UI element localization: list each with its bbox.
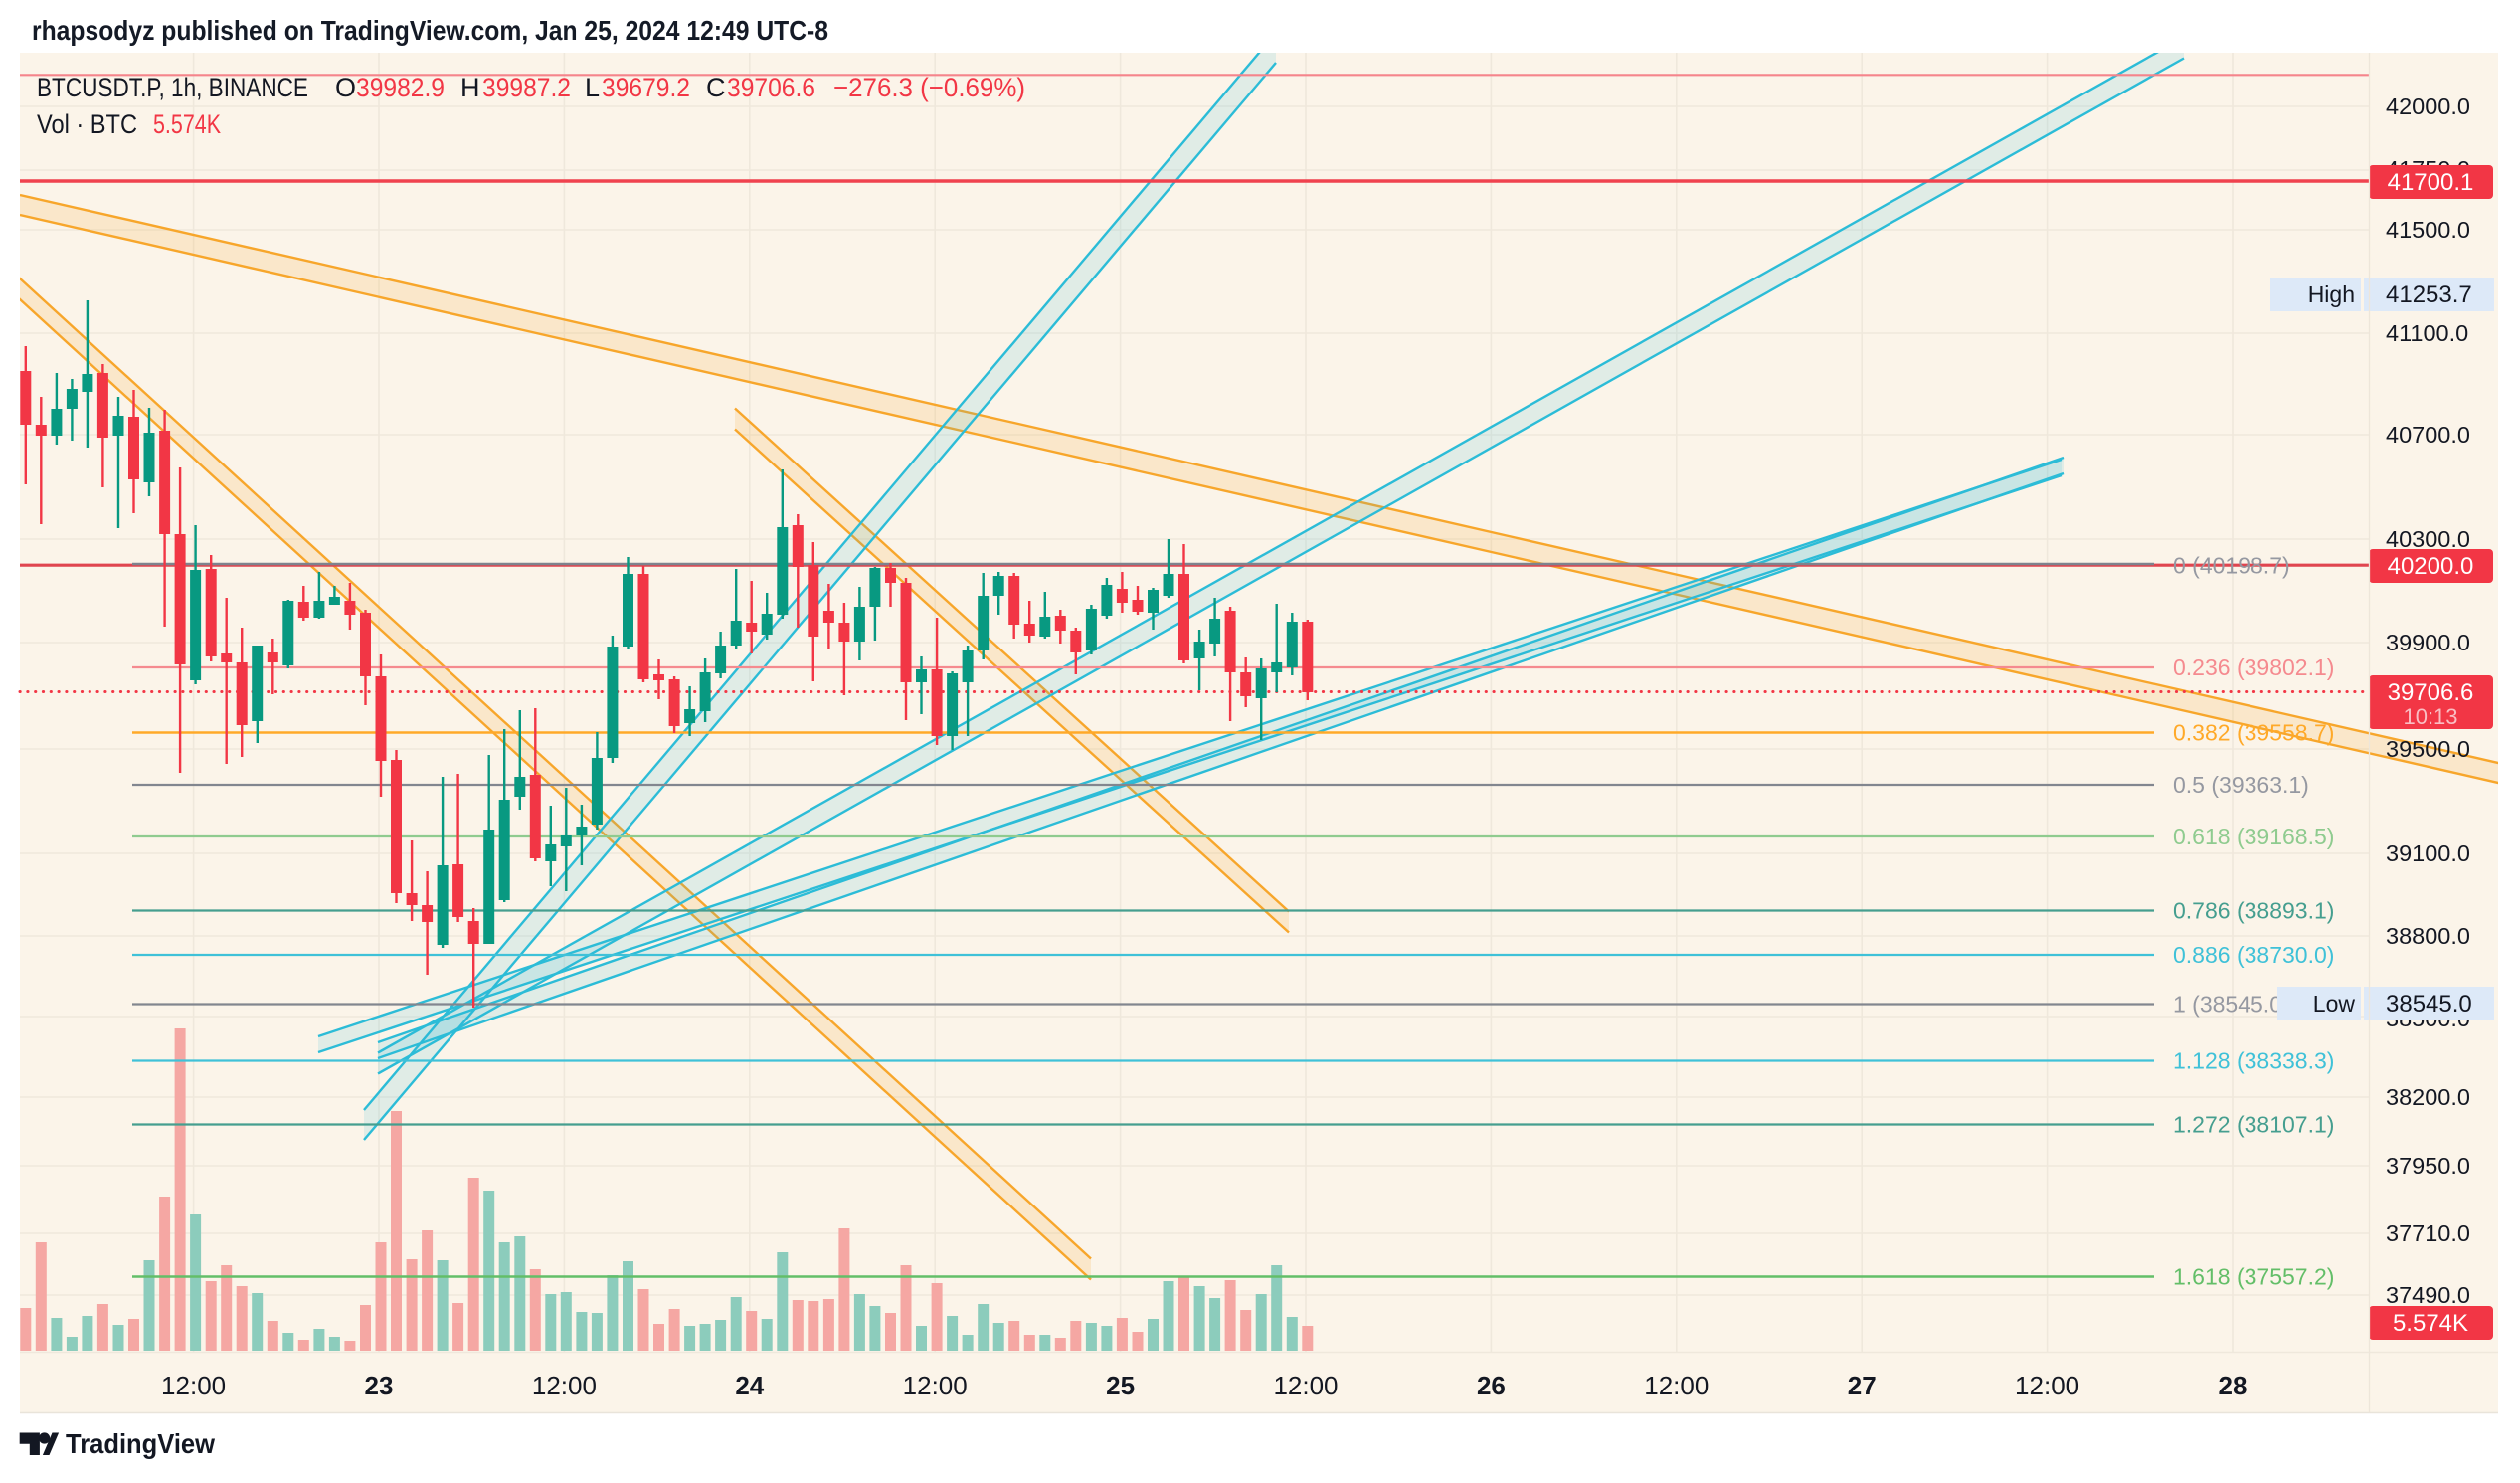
- svg-text:28: 28: [2219, 1371, 2248, 1400]
- svg-text:38545.0: 38545.0: [2386, 991, 2472, 1018]
- svg-text:O: O: [335, 73, 356, 102]
- svg-text:25: 25: [1106, 1371, 1135, 1400]
- svg-text:41700.1: 41700.1: [2388, 169, 2474, 196]
- svg-text:37950.0: 37950.0: [2386, 1153, 2470, 1179]
- svg-text:10:13: 10:13: [2403, 704, 2457, 729]
- svg-text:24: 24: [735, 1371, 764, 1400]
- svg-text:Low: Low: [2313, 991, 2356, 1017]
- svg-text:27: 27: [1848, 1371, 1877, 1400]
- svg-text:rhapsodyz published on Trading: rhapsodyz published on TradingView.com, …: [32, 15, 828, 46]
- svg-text:1.618 (37557.2): 1.618 (37557.2): [2173, 1264, 2334, 1290]
- svg-text:40300.0: 40300.0: [2386, 526, 2470, 552]
- svg-text:42000.0: 42000.0: [2386, 93, 2470, 119]
- svg-text:39706.6: 39706.6: [2388, 679, 2474, 706]
- svg-text:37490.0: 37490.0: [2386, 1282, 2470, 1308]
- svg-text:39982.9: 39982.9: [356, 73, 445, 102]
- svg-text:38800.0: 38800.0: [2386, 923, 2470, 949]
- svg-text:37710.0: 37710.0: [2386, 1220, 2470, 1246]
- svg-text:12:00: 12:00: [1273, 1371, 1338, 1400]
- svg-text:0.236 (39802.1): 0.236 (39802.1): [2173, 654, 2334, 680]
- svg-text:1.272 (38107.1): 1.272 (38107.1): [2173, 1112, 2334, 1138]
- svg-text:23: 23: [365, 1371, 394, 1400]
- svg-text:40200.0: 40200.0: [2388, 553, 2474, 580]
- svg-text:41253.7: 41253.7: [2386, 281, 2472, 308]
- svg-text:39679.2: 39679.2: [602, 73, 690, 102]
- svg-text:39500.0: 39500.0: [2386, 736, 2470, 762]
- svg-text:39900.0: 39900.0: [2386, 630, 2470, 655]
- svg-text:TradingView: TradingView: [66, 1428, 215, 1459]
- svg-text:41100.0: 41100.0: [2386, 320, 2468, 346]
- svg-text:39100.0: 39100.0: [2386, 840, 2470, 866]
- svg-text:1.128 (38338.3): 1.128 (38338.3): [2173, 1048, 2334, 1074]
- svg-text:12:00: 12:00: [903, 1371, 968, 1400]
- svg-text:0.786 (38893.1): 0.786 (38893.1): [2173, 898, 2334, 924]
- svg-text:41500.0: 41500.0: [2386, 217, 2470, 243]
- svg-text:38200.0: 38200.0: [2386, 1084, 2470, 1110]
- svg-text:C: C: [706, 73, 726, 102]
- svg-text:39706.6: 39706.6: [727, 73, 815, 102]
- svg-text:BTCUSDT.P, 1h, BINANCE: BTCUSDT.P, 1h, BINANCE: [37, 73, 308, 102]
- svg-text:12:00: 12:00: [2015, 1371, 2079, 1400]
- svg-text:12:00: 12:00: [161, 1371, 226, 1400]
- svg-text:0.618 (39168.5): 0.618 (39168.5): [2173, 824, 2334, 849]
- svg-text:High: High: [2308, 281, 2355, 307]
- svg-text:0.886 (38730.0): 0.886 (38730.0): [2173, 942, 2334, 968]
- svg-text:5.574K: 5.574K: [2393, 1310, 2468, 1337]
- svg-text:H: H: [460, 73, 480, 102]
- svg-text:12:00: 12:00: [1644, 1371, 1709, 1400]
- svg-text:L: L: [585, 73, 600, 102]
- svg-text:39987.2: 39987.2: [482, 73, 571, 102]
- svg-text:0.382 (39558.7): 0.382 (39558.7): [2173, 720, 2334, 746]
- svg-text:0.5 (39363.1): 0.5 (39363.1): [2173, 772, 2309, 798]
- svg-text:1 (38545.0): 1 (38545.0): [2173, 992, 2290, 1018]
- svg-text:0 (40198.7): 0 (40198.7): [2173, 553, 2290, 579]
- svg-text:26: 26: [1477, 1371, 1506, 1400]
- svg-text:40700.0: 40700.0: [2386, 422, 2470, 448]
- svg-text:5.574K: 5.574K: [153, 109, 221, 139]
- svg-text:Vol · BTC: Vol · BTC: [37, 109, 137, 139]
- svg-text:−276.3 (−0.69%): −276.3 (−0.69%): [833, 73, 1025, 102]
- svg-text:12:00: 12:00: [532, 1371, 597, 1400]
